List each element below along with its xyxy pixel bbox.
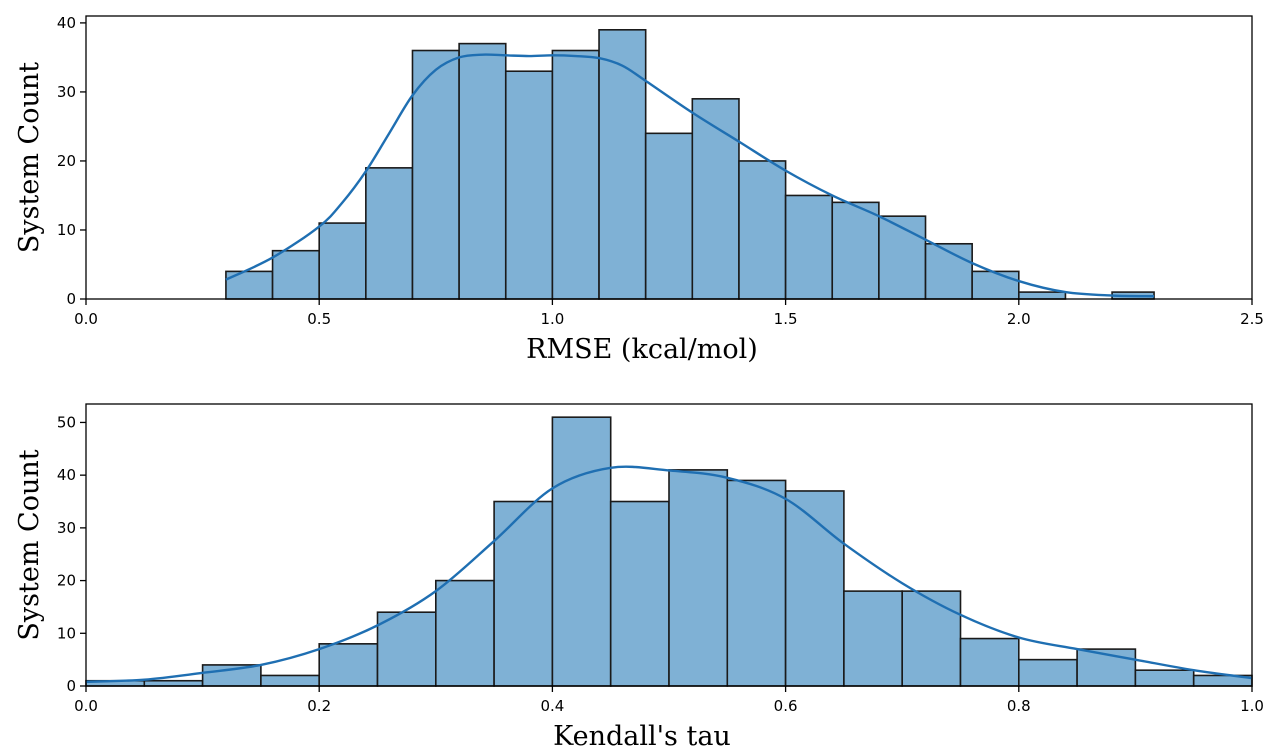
rmse-bar: [644, 132, 694, 300]
kendall-y-tick-label: 40: [57, 466, 76, 484]
kendall-bar: [1134, 669, 1195, 687]
kendall-x-tick-label: 0.4: [540, 697, 564, 715]
rmse-y-tick-label: 40: [57, 14, 76, 32]
rmse-bar: [738, 160, 787, 300]
kendall-bar: [376, 611, 437, 687]
rmse-y-axis-label: System Count: [14, 62, 45, 253]
kendall-y-tick-label: 50: [57, 413, 76, 431]
rmse-bar: [831, 201, 880, 300]
kendall-y-tick-label: 10: [57, 624, 76, 642]
kendall-x-axis-label: Kendall's tau: [553, 721, 731, 752]
rmse-bar: [598, 29, 647, 300]
rmse-y-tick-label: 10: [57, 221, 76, 239]
kendall-bar: [668, 469, 729, 687]
kendall-x-ticks: 0.0 0.2 0.4 0.6 0.8 1.0: [74, 686, 1264, 715]
rmse-bar: [318, 222, 367, 300]
rmse-bar: [458, 42, 507, 300]
kendall-kde-line: [85, 465, 1253, 683]
kendall-x-tick-label: 0.2: [307, 697, 331, 715]
rmse-plot-frame: [85, 15, 1253, 300]
rmse-x-axis-label: RMSE (kcal/mol): [526, 334, 758, 365]
rmse-bar: [411, 49, 460, 300]
kendall-plot-frame: [85, 403, 1253, 687]
rmse-y-tick-label: 0: [66, 290, 76, 308]
kendall-y-tick-label: 30: [57, 519, 76, 537]
rmse-x-tick-label: 0.0: [74, 310, 98, 328]
kendall-x-tick-label: 0.0: [74, 697, 98, 715]
kendall-bar: [1017, 658, 1078, 687]
kendall-bar: [260, 674, 320, 687]
rmse-y-tick-label: 20: [57, 152, 76, 170]
rmse-x-tick-label: 0.5: [307, 310, 331, 328]
kendall-bar: [551, 416, 612, 687]
kendall-x-tick-label: 1.0: [1240, 697, 1264, 715]
kendall-bar: [959, 637, 1020, 687]
kendall-bars: [85, 416, 1253, 687]
rmse-bar: [784, 194, 834, 300]
kendall-bar: [434, 579, 495, 687]
kendall-x-tick-label: 0.8: [1007, 697, 1031, 715]
kendall-bar: [201, 664, 262, 687]
rmse-x-tick-label: 1.5: [774, 310, 798, 328]
rmse-bar: [971, 270, 1020, 300]
rmse-y-ticks: 0 10 20 30 40: [57, 14, 86, 308]
kendall-kde: [85, 465, 1253, 683]
kendall-y-axis-label: System Count: [14, 449, 45, 640]
kendall-bar: [143, 679, 204, 687]
kendall-bar: [318, 643, 379, 687]
rmse-histogram-panel: 0.0 0.5 1.0 1.5 2.0 2.5 0 10 20 30 40 RMSE (kcal/…: [14, 14, 1264, 365]
kendall-bar: [726, 479, 787, 687]
kendall-y-tick-label: 0: [66, 677, 76, 695]
kendall-bar: [493, 500, 554, 687]
rmse-bar: [271, 249, 320, 300]
rmse-x-tick-label: 2.0: [1007, 310, 1031, 328]
rmse-kde-line: [225, 53, 1155, 298]
rmse-x-tick-label: 2.5: [1240, 310, 1264, 328]
kendall-bar: [784, 490, 845, 687]
kendall-bar: [609, 500, 670, 687]
rmse-bars: [225, 29, 1155, 300]
rmse-bar: [504, 70, 554, 300]
rmse-bar: [365, 167, 414, 300]
rmse-bar: [551, 49, 600, 300]
rmse-x-ticks: 0.0 0.5 1.0 1.5 2.0 2.5: [74, 299, 1264, 328]
kendall-histogram-panel: 0.0 0.2 0.4 0.6 0.8 1.0 0 10 20 30 40 50 Kendall's…: [14, 403, 1264, 752]
rmse-y-tick-label: 30: [57, 83, 76, 101]
rmse-x-tick-label: 1.0: [540, 310, 564, 328]
rmse-bar: [691, 98, 740, 300]
kendall-y-tick-label: 20: [57, 572, 76, 590]
kendall-bar: [901, 590, 962, 687]
kendall-x-tick-label: 0.6: [774, 697, 798, 715]
rmse-kde: [225, 53, 1155, 298]
kendall-y-ticks: 0 10 20 30 40 50: [57, 413, 86, 695]
kendall-bar: [843, 590, 904, 687]
rmse-bar: [1017, 291, 1067, 300]
